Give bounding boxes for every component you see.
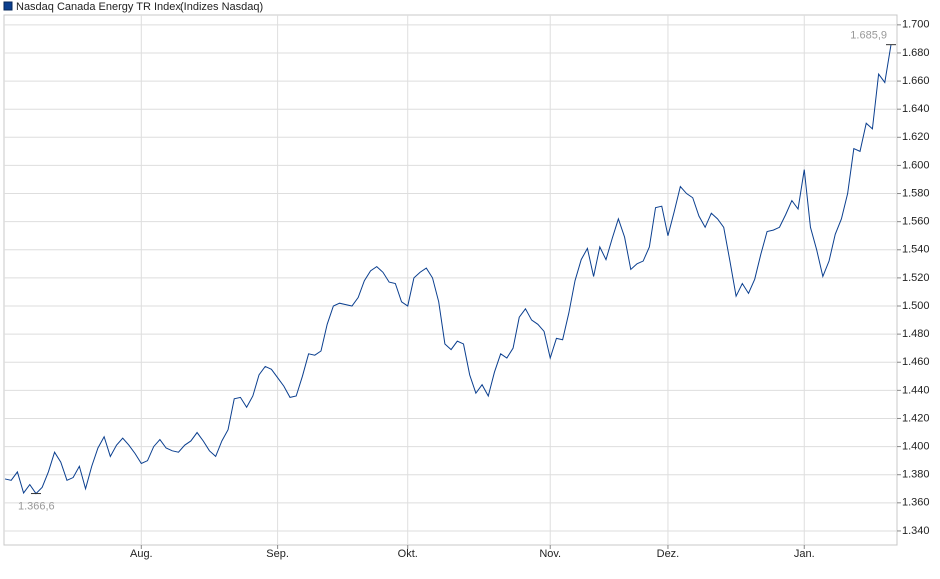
y-tick-label: 1.680 [902, 47, 930, 59]
chart-subtitle: (Indizes Nasdaq) [180, 1, 263, 13]
value-label: 1.685,9 [850, 30, 887, 42]
y-tick-label: 1.360 [902, 497, 930, 509]
x-tick-label: Jan. [794, 548, 815, 560]
y-tick-label: 1.460 [902, 356, 930, 368]
y-tick-label: 1.440 [902, 384, 930, 396]
y-tick-label: 1.640 [902, 103, 930, 115]
y-tick-label: 1.620 [902, 131, 930, 143]
x-tick-label: Aug. [130, 548, 153, 560]
y-tick-label: 1.500 [902, 300, 930, 312]
price-line [4, 44, 892, 495]
y-tick-label: 1.600 [902, 159, 930, 171]
x-tick-label: Sep. [266, 548, 289, 560]
y-tick-label: 1.400 [902, 440, 930, 452]
x-tick-label: Dez. [657, 548, 680, 560]
y-tick-label: 1.700 [902, 19, 930, 31]
y-tick-label: 1.420 [902, 412, 930, 424]
legend-label: Nasdaq Canada Energy TR Index [16, 1, 181, 13]
y-tick-label: 1.560 [902, 216, 930, 228]
y-tick-label: 1.580 [902, 187, 930, 199]
plot-frame [3, 14, 898, 546]
y-tick-label: 1.540 [902, 244, 930, 256]
y-tick-label: 1.520 [902, 272, 930, 284]
x-tick-label: Okt. [398, 548, 418, 560]
y-tick-label: 1.660 [902, 75, 930, 87]
y-tick-label: 1.480 [902, 328, 930, 340]
y-tick-label: 1.380 [902, 469, 930, 481]
y-tick-label: 1.340 [902, 525, 930, 537]
value-label: 1.366,6 [18, 500, 55, 512]
legend-swatch [3, 1, 13, 11]
x-tick-label: Nov. [539, 548, 561, 560]
